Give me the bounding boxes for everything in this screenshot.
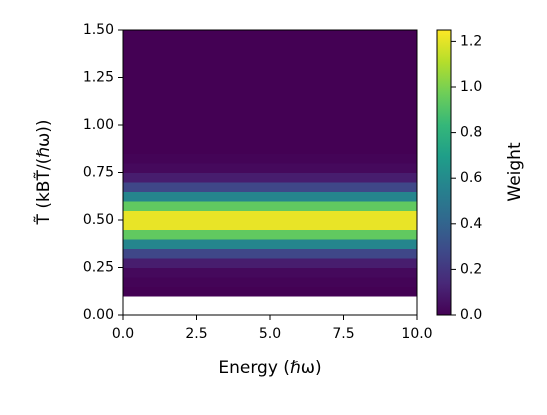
colorbar-tick-label: 0.4 [460, 216, 482, 232]
colorbar-label: Weight [505, 142, 525, 202]
y-tick-label: 1.25 [83, 70, 114, 86]
colorbar-tick-label: 0.8 [460, 125, 482, 141]
heat-cell [123, 163, 417, 173]
heat-cell [123, 267, 417, 278]
colorbar-tick-label: 1.0 [460, 79, 482, 95]
y-axis-label: T̃ (kBT̃/(ℏω)) [33, 120, 54, 226]
heat-cell [123, 49, 417, 59]
colorbar-tick-label: 0.2 [460, 261, 482, 277]
heat-cell [123, 220, 417, 230]
heat-cell [123, 68, 417, 78]
y-tick-label: 0.25 [83, 260, 114, 276]
heat-cell [123, 201, 417, 211]
x-tick-label: 0.0 [112, 326, 134, 342]
colorbar-tick-label: 0.6 [460, 170, 482, 186]
heat-cell [123, 286, 417, 297]
colorbar [436, 29, 452, 316]
heat-cell [123, 125, 417, 135]
x-axis-label: Energy (ℏω) [218, 358, 321, 378]
y-tick-label: 1.50 [83, 22, 114, 38]
heat-cell [123, 106, 417, 116]
heat-cell [123, 248, 417, 259]
heat-cell [123, 153, 417, 164]
heat-cell [123, 134, 417, 145]
heat-cell [123, 239, 417, 249]
y-tick-label: 0.50 [83, 212, 114, 228]
heat-cell [123, 210, 417, 221]
heat-cell [123, 182, 417, 192]
x-tick-label: 2.5 [185, 326, 207, 342]
colorbar-tick-label: 1.2 [460, 33, 482, 49]
heat-cell [123, 96, 417, 107]
x-tick-label: 10.0 [401, 326, 432, 342]
heat-cell [123, 115, 417, 126]
colorbar-tick-label: 0.0 [460, 307, 482, 323]
x-tick-label: 5.0 [259, 326, 281, 342]
heat-cell [123, 87, 417, 97]
heat-cell [123, 191, 417, 202]
heat-cell [123, 172, 417, 183]
heat-cell [123, 144, 417, 154]
heat-cell [123, 58, 417, 69]
x-tick-label: 7.5 [332, 326, 354, 342]
y-tick-label: 1.00 [83, 117, 114, 133]
y-tick-label: 0.75 [83, 165, 114, 181]
heat-cell [123, 229, 417, 240]
heat-cell [123, 77, 417, 88]
y-tick-label: 0.00 [83, 307, 114, 323]
heat-cell [123, 39, 417, 50]
heat-cell [123, 258, 417, 268]
heat-cell [123, 30, 417, 40]
heat-cell [123, 277, 417, 287]
